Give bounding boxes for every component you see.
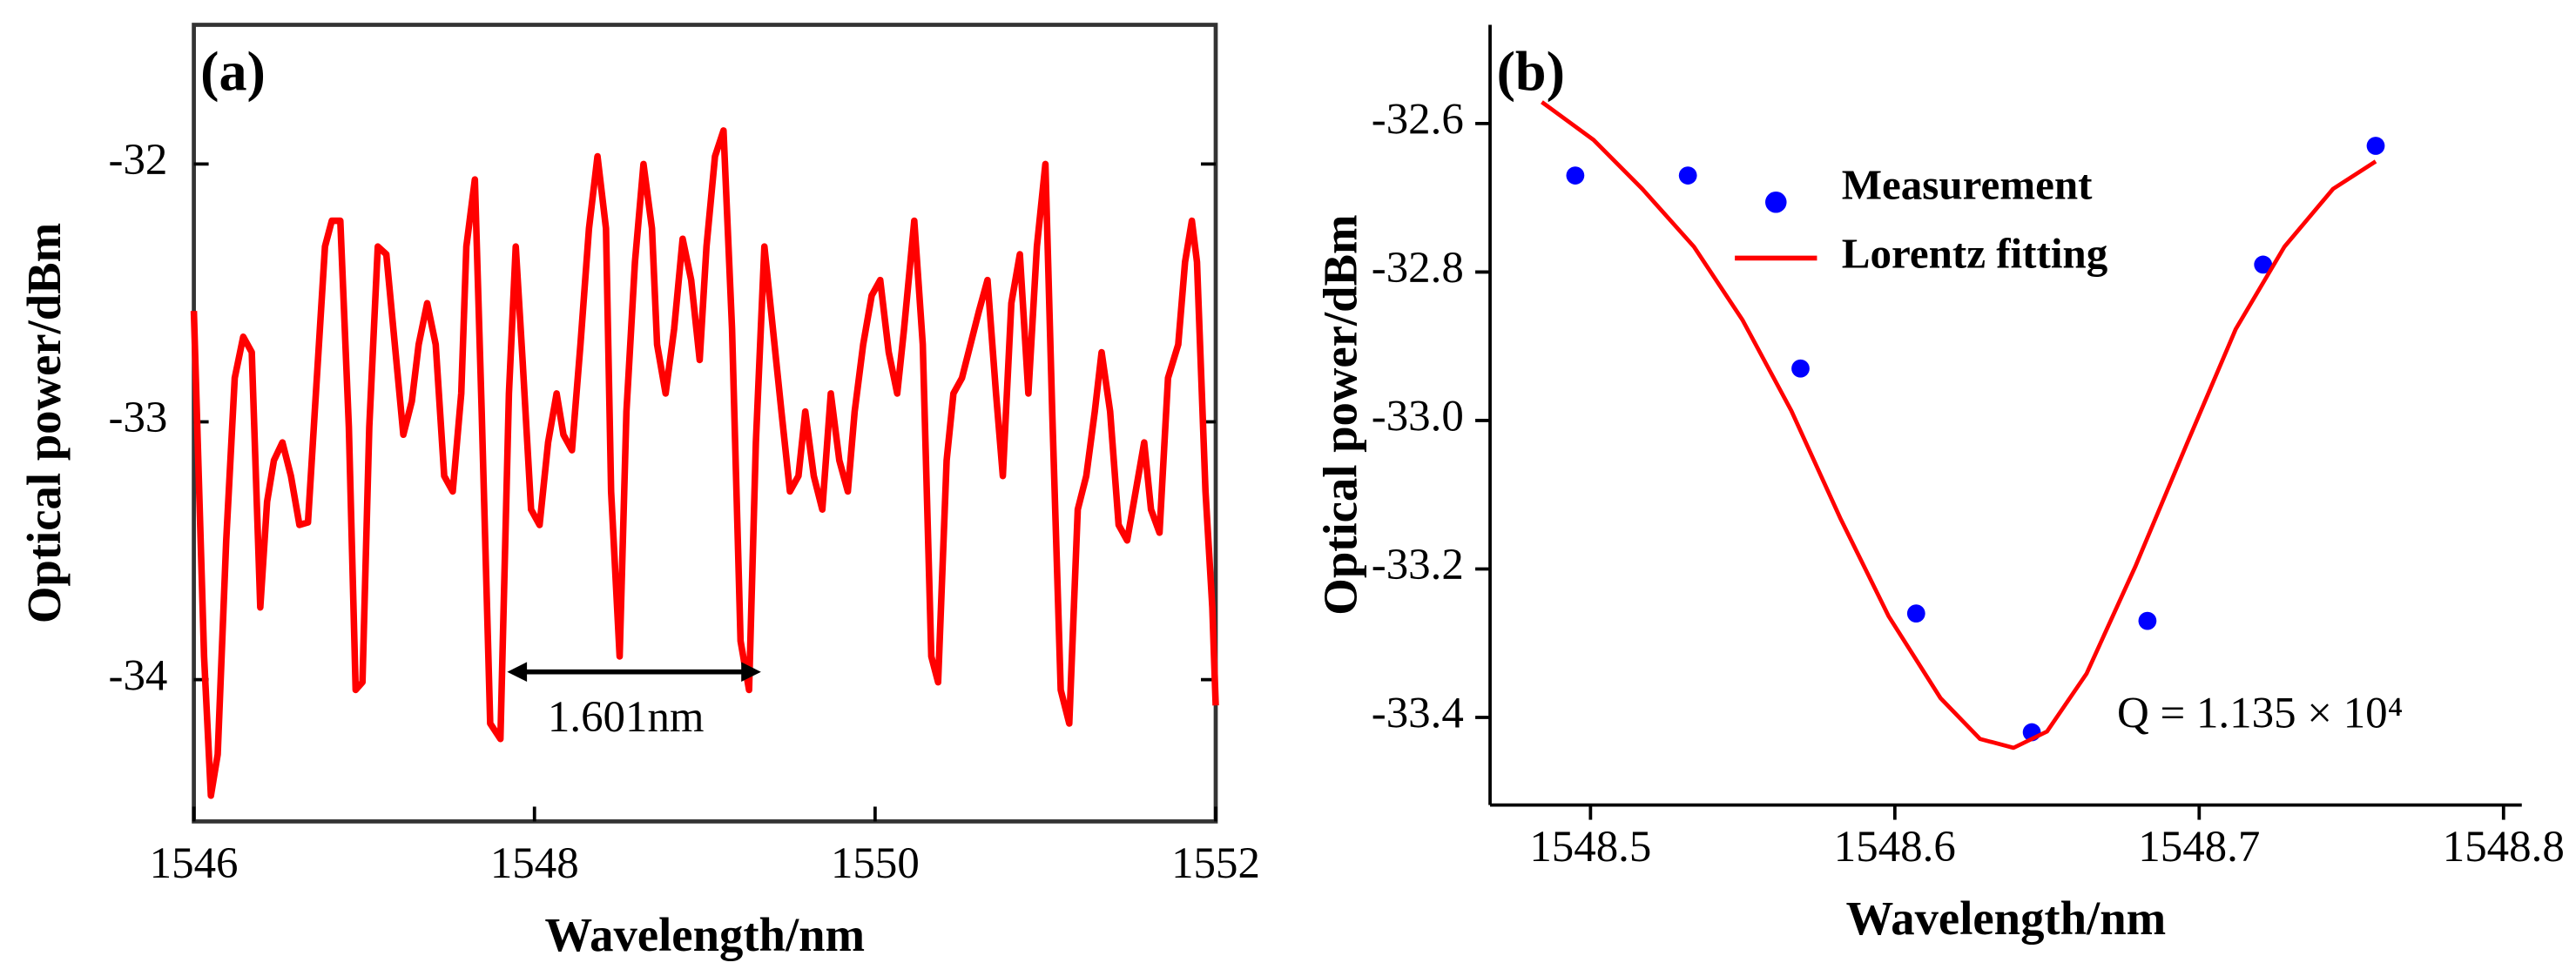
y-tick-label: -34 <box>109 651 168 700</box>
panel-label: (a) <box>200 41 266 103</box>
chart: 1548.5 1548.6 1548.7 1548.8 -32.6 -32.8 -33.0 -… <box>1314 24 2565 945</box>
x-tick-label: 1548.6 <box>1834 823 1956 872</box>
y-tick-label: -33 <box>109 394 168 442</box>
legend-swatch <box>1765 191 1787 213</box>
legend-label: Measurement <box>1842 160 2093 208</box>
x-tick-label: 1546 <box>150 839 239 888</box>
arrow-head <box>741 662 761 683</box>
data-point <box>1791 359 1810 378</box>
data-line <box>1541 100 2377 751</box>
data-point <box>2138 611 2157 630</box>
x-tick-label: 1548.7 <box>2138 823 2260 872</box>
x-tick-label: 1548.8 <box>2443 823 2565 872</box>
x-tick-label: 1548.5 <box>1529 823 1651 872</box>
y-axis-title: Optical power/dBm <box>17 223 71 623</box>
data-point <box>1678 166 1697 185</box>
y-tick-label: -32.6 <box>1372 96 1464 145</box>
arrow-head <box>507 662 528 683</box>
x-axis-title: Wavelength/nm <box>1846 892 2167 945</box>
y-tick-label: -32.8 <box>1372 244 1464 293</box>
data-point <box>2254 255 2273 274</box>
data-point <box>2366 137 2385 155</box>
annotation: Q = 1.135 × 10⁴ <box>2117 690 2403 738</box>
chart: 1546 1548 1550 1552 -32 -33 -34 Wavelength/nm Op… <box>17 23 1260 961</box>
x-tick-label: 1548 <box>490 839 579 888</box>
y-tick-label: -33.2 <box>1372 541 1464 589</box>
annotation: 1.601nm <box>548 693 705 742</box>
y-tick-label: -32 <box>109 136 168 185</box>
x-axis-title: Wavelength/nm <box>544 908 865 961</box>
legend-label: Lorentz fitting <box>1842 230 2108 278</box>
y-axis-title: Optical power/dBm <box>1314 214 1367 615</box>
x-tick-label: 1550 <box>831 839 920 888</box>
y-tick-label: -33.0 <box>1372 393 1464 441</box>
data-line <box>190 127 1219 799</box>
data-point <box>1906 604 1925 623</box>
x-tick-label: 1552 <box>1171 839 1260 888</box>
panel-label: (b) <box>1497 41 1565 103</box>
data-point <box>1566 166 1585 185</box>
y-tick-label: -33.4 <box>1372 690 1464 738</box>
